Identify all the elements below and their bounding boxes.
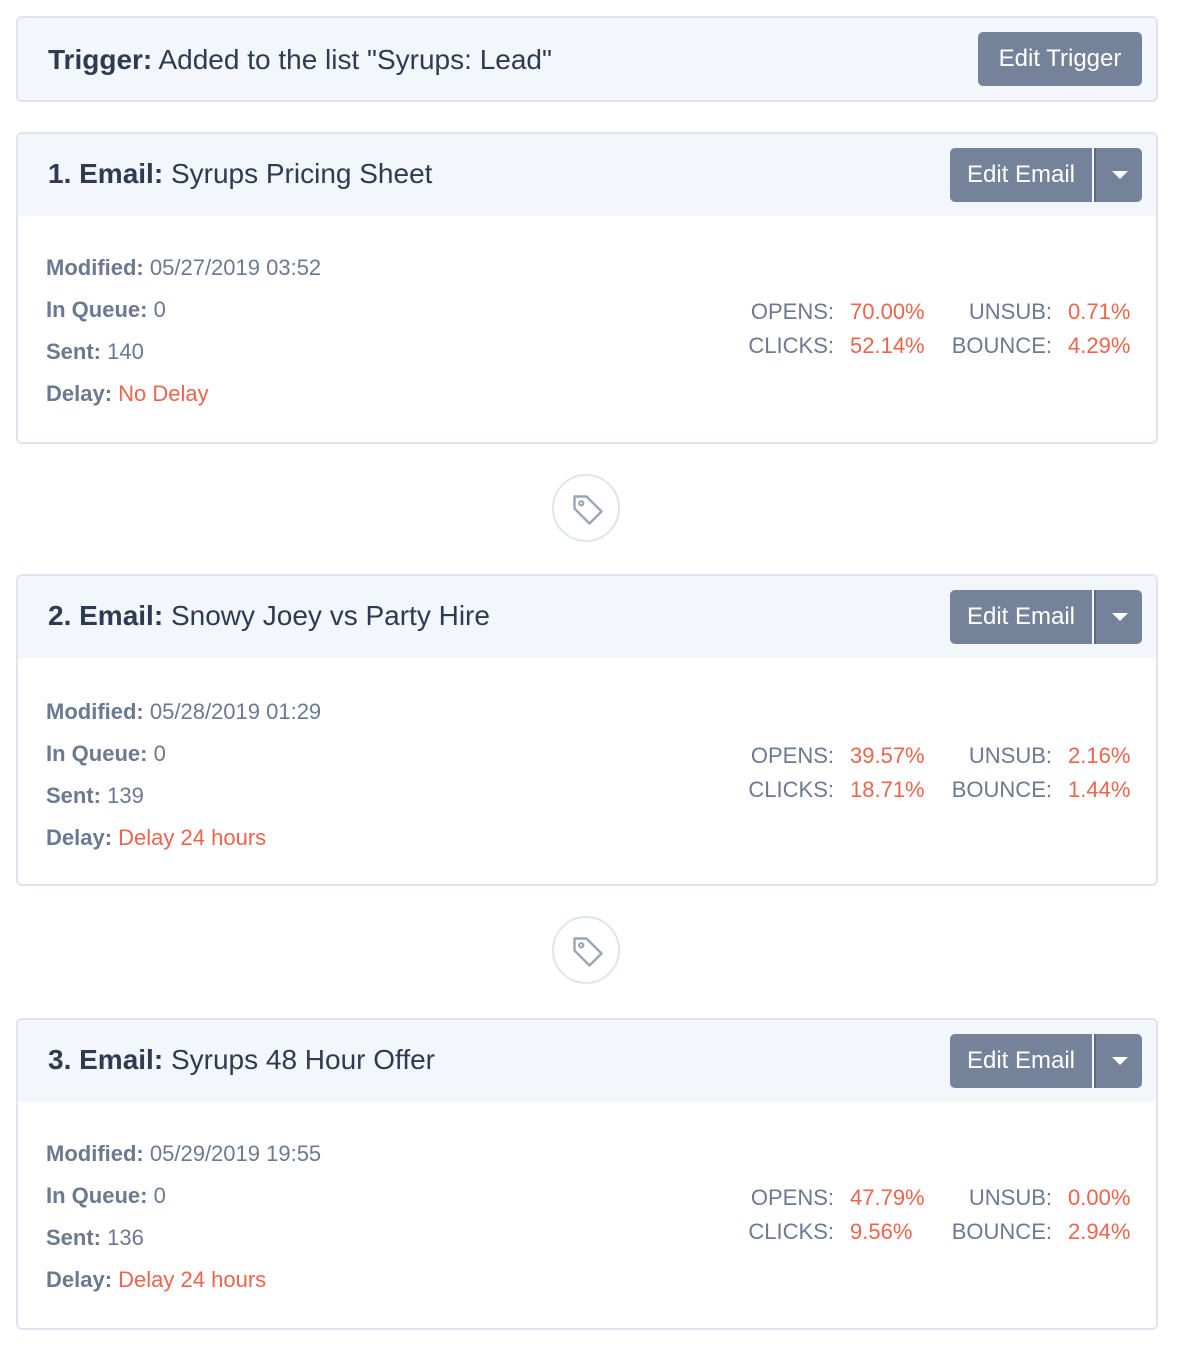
email-title: 2. Email: Snowy Joey vs Party Hire (48, 598, 490, 634)
email-card-3: 3. Email: Syrups 48 Hour Offer Edit Emai… (16, 1018, 1158, 1330)
delay-value: No Delay (118, 381, 209, 406)
email-name: Snowy Joey vs Party Hire (170, 600, 490, 631)
add-tag-connector[interactable] (552, 916, 620, 984)
sent-value: 136 (107, 1225, 144, 1250)
email-header: 1. Email: Syrups Pricing Sheet Edit Emai… (18, 134, 1156, 216)
caret-down-icon (1112, 613, 1128, 621)
delay-row: Delay: Delay 24 hours (46, 824, 266, 852)
tag-icon (573, 495, 603, 525)
email-header: 3. Email: Syrups 48 Hour Offer Edit Emai… (18, 1020, 1156, 1102)
sent-label: Sent: (46, 783, 101, 808)
unsub-value: 0.00% (1068, 1185, 1131, 1210)
edit-email-button[interactable]: Edit Email (950, 148, 1092, 202)
queue-row: In Queue: 0 (46, 740, 166, 768)
edit-email-button-group: Edit Email (950, 590, 1142, 644)
modified-value: 05/29/2019 19:55 (149, 1141, 322, 1166)
caret-down-icon (1112, 171, 1128, 179)
email-title: 1. Email: Syrups Pricing Sheet (48, 156, 432, 192)
trigger-card: Trigger: Added to the list "Syrups: Lead… (16, 16, 1158, 102)
opens-value: 70.00% (850, 299, 925, 324)
bounce-label: BOUNCE: (951, 333, 1052, 358)
unsub-value: 2.16% (1068, 743, 1131, 768)
email-number-label: 1. Email: (48, 158, 164, 189)
email-card-1: 1. Email: Syrups Pricing Sheet Edit Emai… (16, 132, 1158, 444)
sent-row: Sent: 136 (46, 1224, 144, 1252)
sent-value: 139 (107, 783, 144, 808)
modified-row: Modified: 05/28/2019 01:29 (46, 698, 321, 726)
modified-row: Modified: 05/27/2019 03:52 (46, 254, 321, 282)
clicks-label: CLICKS: (748, 333, 834, 358)
trigger-text: Added to the list "Syrups: Lead" (158, 44, 552, 75)
modified-label: Modified: (46, 699, 144, 724)
clicks-label: CLICKS: (748, 777, 834, 802)
delay-value: Delay 24 hours (118, 1267, 267, 1292)
bounce-label: BOUNCE: (951, 777, 1052, 802)
email-name: Syrups Pricing Sheet (170, 158, 433, 189)
bounce-value: 4.29% (1068, 333, 1131, 358)
email-options-dropdown-button[interactable] (1094, 148, 1142, 202)
queue-value: 0 (153, 1183, 166, 1208)
queue-label: In Queue: (46, 741, 148, 766)
delay-label: Delay: (46, 381, 113, 406)
modified-value: 05/27/2019 03:52 (149, 255, 322, 280)
delay-label: Delay: (46, 1267, 113, 1292)
clicks-value: 18.71% (850, 777, 925, 802)
opens-value: 47.79% (850, 1185, 925, 1210)
sent-value: 140 (107, 339, 144, 364)
bounce-value: 2.94% (1068, 1219, 1131, 1244)
email-options-dropdown-button[interactable] (1094, 590, 1142, 644)
trigger-title: Trigger: Added to the list "Syrups: Lead… (48, 42, 552, 78)
bounce-value: 1.44% (1068, 777, 1131, 802)
queue-row: In Queue: 0 (46, 1182, 166, 1210)
unsub-value: 0.71% (1068, 299, 1131, 324)
email-options-dropdown-button[interactable] (1094, 1034, 1142, 1088)
caret-down-icon (1112, 1057, 1128, 1065)
opens-label: OPENS: (750, 299, 834, 324)
delay-row: Delay: Delay 24 hours (46, 1266, 266, 1294)
clicks-value: 9.56% (850, 1219, 913, 1244)
unsub-label: UNSUB: (968, 1185, 1052, 1210)
trigger-label: Trigger: (48, 44, 153, 75)
sent-row: Sent: 139 (46, 782, 144, 810)
unsub-label: UNSUB: (968, 299, 1052, 324)
queue-value: 0 (153, 741, 166, 766)
delay-label: Delay: (46, 825, 113, 850)
delay-row: Delay: No Delay (46, 380, 209, 408)
bounce-label: BOUNCE: (951, 1219, 1052, 1244)
queue-label: In Queue: (46, 1183, 148, 1208)
email-card-2: 2. Email: Snowy Joey vs Party Hire Edit … (16, 574, 1158, 886)
tag-icon (573, 937, 603, 967)
clicks-value: 52.14% (850, 333, 925, 358)
edit-email-button-group: Edit Email (950, 148, 1142, 202)
clicks-label: CLICKS: (748, 1219, 834, 1244)
modified-value: 05/28/2019 01:29 (149, 699, 322, 724)
edit-email-button[interactable]: Edit Email (950, 1034, 1092, 1088)
delay-value: Delay 24 hours (118, 825, 267, 850)
modified-label: Modified: (46, 255, 144, 280)
modified-row: Modified: 05/29/2019 19:55 (46, 1140, 321, 1168)
edit-trigger-button[interactable]: Edit Trigger (978, 32, 1142, 86)
edit-email-button[interactable]: Edit Email (950, 590, 1092, 644)
add-tag-connector[interactable] (552, 474, 620, 542)
queue-label: In Queue: (46, 297, 148, 322)
email-number-label: 3. Email: (48, 1044, 164, 1075)
sent-label: Sent: (46, 1225, 101, 1250)
email-name: Syrups 48 Hour Offer (170, 1044, 435, 1075)
opens-label: OPENS: (750, 743, 834, 768)
email-number-label: 2. Email: (48, 600, 164, 631)
unsub-label: UNSUB: (968, 743, 1052, 768)
opens-value: 39.57% (850, 743, 925, 768)
email-title: 3. Email: Syrups 48 Hour Offer (48, 1042, 435, 1078)
sent-label: Sent: (46, 339, 101, 364)
email-header: 2. Email: Snowy Joey vs Party Hire Edit … (18, 576, 1156, 658)
opens-label: OPENS: (750, 1185, 834, 1210)
edit-email-button-group: Edit Email (950, 1034, 1142, 1088)
modified-label: Modified: (46, 1141, 144, 1166)
queue-row: In Queue: 0 (46, 296, 166, 324)
sent-row: Sent: 140 (46, 338, 144, 366)
queue-value: 0 (153, 297, 166, 322)
